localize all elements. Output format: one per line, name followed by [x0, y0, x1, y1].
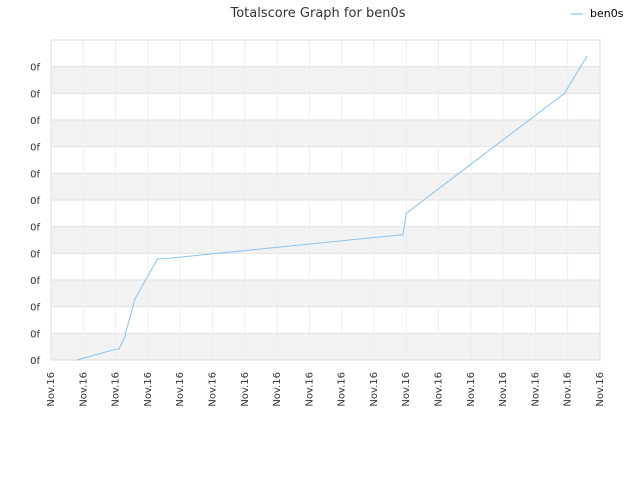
x-tick-label: Nov.16	[111, 372, 122, 407]
x-tick-label: Nov.16	[337, 372, 348, 407]
x-tick-label: Nov.16	[304, 372, 315, 407]
x-tick-label: Nov.16	[530, 372, 541, 407]
plot-band	[51, 280, 600, 307]
plot-band	[51, 226, 600, 254]
x-tick-label: Nov.16	[595, 372, 606, 407]
x-tick-label: Nov.16	[401, 372, 412, 407]
series-lines	[76, 55, 588, 361]
y-tick-label: 0f	[30, 89, 40, 100]
plot-band	[51, 306, 600, 334]
x-tick-label: Nov.16	[563, 372, 574, 407]
plot-band	[51, 66, 600, 94]
x-tick-labels: Nov.16 Nov.16 Nov.16 Nov.16 Nov.16 Nov.16 Nov.…	[46, 372, 606, 407]
y-tick-label: 0f	[30, 303, 40, 314]
y-tick-label: 0f	[30, 169, 40, 180]
y-tick-label: 0f	[30, 223, 40, 234]
plot-band	[51, 173, 600, 200]
y-tick-label: 0f	[30, 249, 40, 260]
y-tick-label: 0f	[30, 143, 40, 154]
series-line-ben0s	[76, 55, 588, 361]
plot-band	[51, 253, 600, 280]
x-tick-label: Nov.16	[272, 372, 283, 407]
plot-band	[51, 200, 600, 227]
x-tick-label: Nov.16	[240, 372, 251, 407]
y-tick-labels: 0f 0f 0f 0f 0f 0f 0f 0f 0f 0f 0f 0f	[30, 63, 40, 367]
x-tick-label: Nov.16	[46, 372, 57, 407]
x-tick-label: Nov.16	[369, 372, 380, 407]
x-tick-label: Nov.16	[175, 372, 186, 407]
plot-band	[51, 333, 600, 360]
x-tick-label: Nov.16	[207, 372, 218, 407]
y-tick-label: 0f	[30, 276, 40, 287]
y-tick-label: 0f	[30, 329, 40, 340]
chart-title: Totalscore Graph for ben0s	[230, 6, 406, 21]
y-tick-label: 0f	[30, 196, 40, 207]
plot-band	[51, 146, 600, 174]
x-tick-label: Nov.16	[143, 372, 154, 407]
y-tick-label: 0f	[30, 63, 40, 74]
legend-label-ben0s: ben0s	[590, 7, 624, 20]
y-tick-label: 0f	[30, 356, 40, 367]
x-tick-label: Nov.16	[78, 372, 89, 407]
y-tick-label: 0f	[30, 116, 40, 127]
x-tick-label: Nov.16	[466, 372, 477, 407]
x-tick-label: Nov.16	[434, 372, 445, 407]
plot-band	[51, 40, 600, 67]
plot-band	[51, 93, 600, 120]
legend[interactable]: ben0s	[571, 7, 624, 20]
plot-border	[50, 39, 601, 361]
plot-band	[51, 120, 600, 147]
x-tick-label: Nov.16	[498, 372, 509, 407]
plot-bands	[51, 40, 600, 360]
